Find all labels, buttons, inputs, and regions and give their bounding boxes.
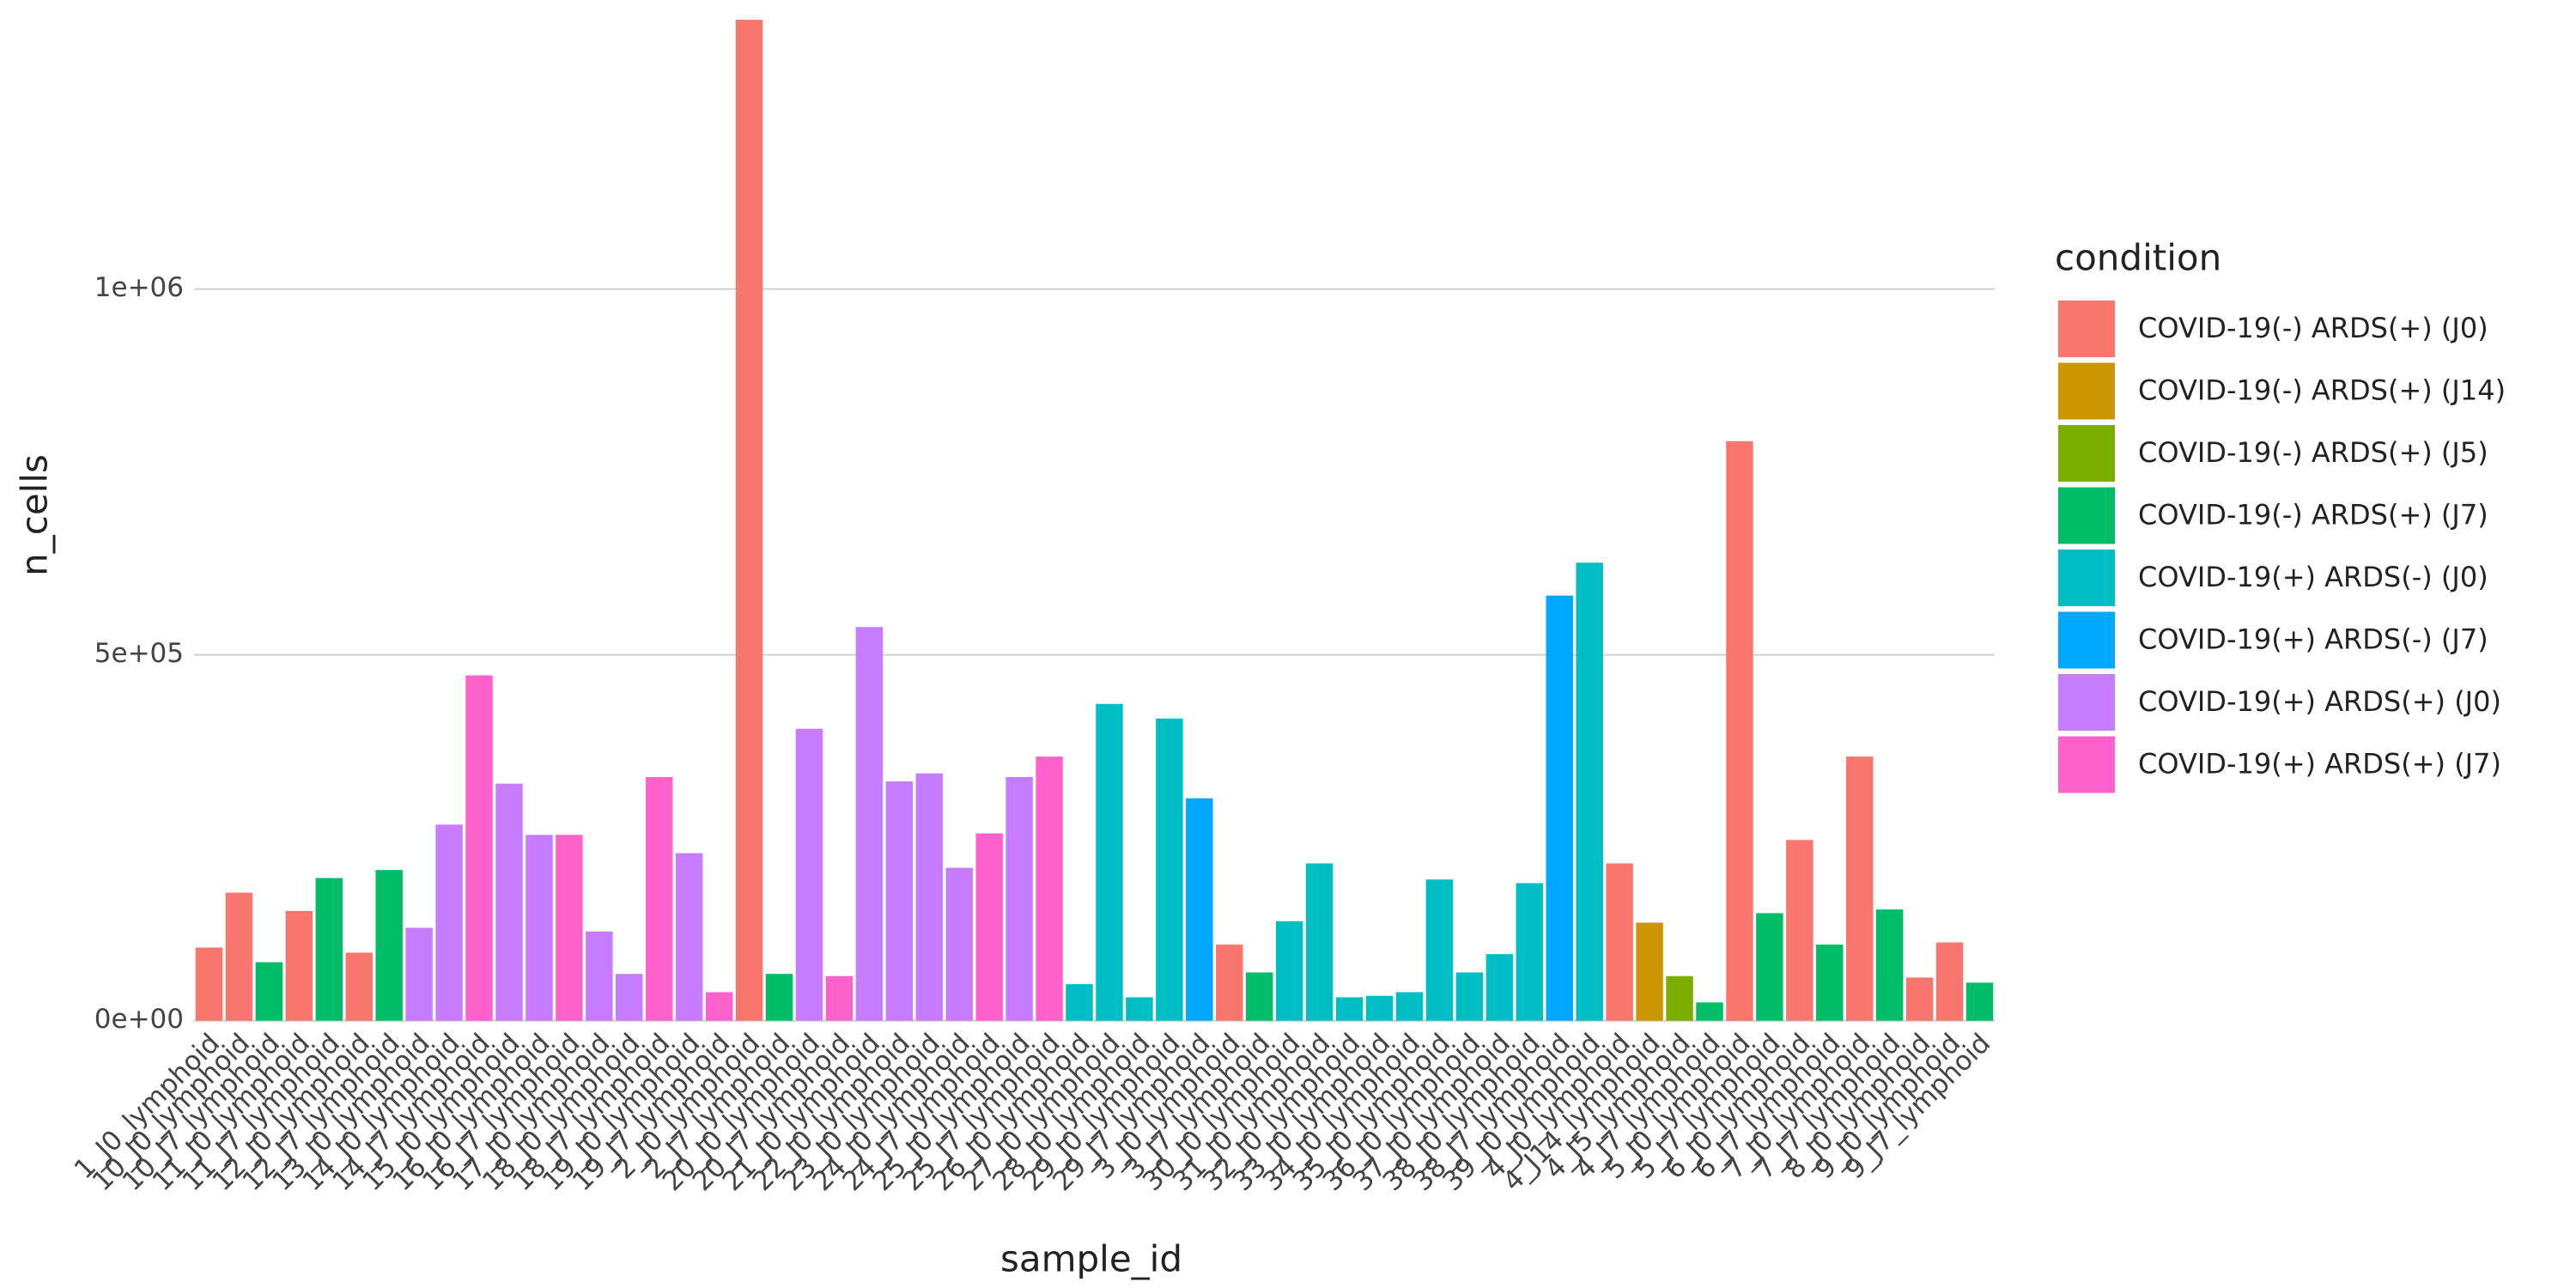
bar (495, 783, 523, 1021)
bar (1816, 945, 1844, 1021)
y-tick-label: 5e+05 (94, 638, 184, 669)
legend-title: condition (2055, 237, 2221, 279)
legend-key (2058, 362, 2115, 420)
y-axis-title: n_cells (14, 454, 56, 576)
bar (1005, 776, 1033, 1021)
bar (375, 870, 403, 1021)
bar (1036, 756, 1063, 1021)
bar (1636, 922, 1663, 1021)
bar (1606, 863, 1633, 1021)
bar (1096, 703, 1123, 1021)
bar (1935, 942, 1964, 1021)
bar (1126, 997, 1153, 1021)
bar (1485, 954, 1514, 1021)
legend-label: COVID-19(-) ARDS(+) (J0) (2138, 312, 2488, 344)
legend-label: COVID-19(-) ARDS(+) (J14) (2138, 374, 2506, 407)
legend-label: COVID-19(+) ARDS(+) (J0) (2138, 685, 2501, 718)
bar (1395, 992, 1424, 1021)
bar (855, 627, 884, 1021)
bar (1666, 975, 1693, 1021)
bar (526, 835, 553, 1021)
legend-label: COVID-19(+) ARDS(-) (J0) (2138, 561, 2488, 593)
bar (1786, 840, 1814, 1021)
bar (556, 835, 583, 1021)
y-tick-label: 1e+06 (94, 272, 184, 303)
bar (975, 833, 1003, 1021)
bar (1546, 595, 1573, 1021)
bar (915, 773, 944, 1021)
bar (285, 910, 313, 1021)
legend-key (2058, 674, 2115, 731)
bar (255, 962, 283, 1021)
bar (435, 824, 463, 1021)
bar (465, 675, 493, 1021)
x-axis-title: sample_id (1000, 1238, 1182, 1280)
bar (1576, 562, 1603, 1021)
bar (795, 728, 823, 1021)
bar (1156, 718, 1183, 1021)
bar (1365, 995, 1394, 1021)
bar (586, 931, 613, 1021)
legend-label: COVID-19(-) ARDS(+) (J7) (2138, 499, 2488, 532)
legend-key (2058, 487, 2115, 544)
bar (1425, 879, 1454, 1021)
bar (1335, 997, 1364, 1021)
bar (705, 992, 733, 1021)
bar (1756, 913, 1783, 1021)
bar (1696, 1002, 1723, 1021)
bar (1516, 883, 1544, 1021)
bar (765, 974, 793, 1021)
bar (405, 927, 433, 1021)
bar (945, 867, 973, 1021)
legend-key (2058, 611, 2115, 669)
bar (1965, 982, 1994, 1021)
bar (195, 947, 223, 1021)
bar (1066, 984, 1093, 1021)
bar (225, 892, 253, 1021)
bar (885, 781, 914, 1021)
legend-key (2058, 301, 2115, 357)
bar (1245, 972, 1273, 1021)
bar (735, 20, 763, 1021)
bar (345, 952, 373, 1021)
legend-key (2058, 736, 2115, 793)
legend-key (2058, 550, 2115, 606)
legend-label: COVID-19(-) ARDS(+) (J5) (2138, 436, 2488, 469)
bar (645, 776, 673, 1021)
bar (315, 878, 343, 1021)
bar (1875, 909, 1904, 1021)
bar (825, 975, 854, 1021)
bar (1186, 798, 1213, 1021)
legend-key (2058, 425, 2115, 482)
bar (1726, 440, 1753, 1021)
bar (1905, 977, 1934, 1021)
bar (675, 853, 703, 1021)
bar (1216, 945, 1243, 1021)
bar (1305, 863, 1334, 1021)
legend-label: COVID-19(+) ARDS(-) (J7) (2138, 623, 2488, 656)
y-tick-label: 0e+00 (94, 1004, 184, 1035)
bar (1845, 756, 1874, 1021)
bar (1275, 920, 1303, 1021)
bar (616, 974, 643, 1021)
legend-label: COVID-19(+) ARDS(+) (J7) (2138, 748, 2501, 781)
bar (1455, 972, 1484, 1021)
